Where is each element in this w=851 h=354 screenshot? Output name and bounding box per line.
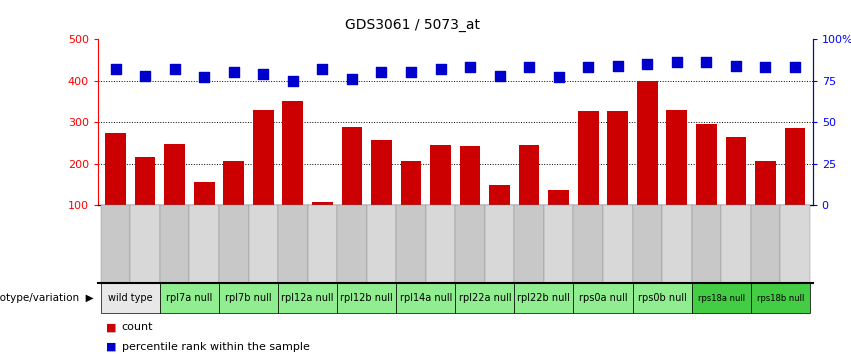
Bar [430,145,451,205]
Point [374,69,388,75]
Bar [371,141,391,205]
Bar [312,202,333,205]
Bar [785,127,805,205]
Point [286,78,300,83]
Text: rpl7b null: rpl7b null [226,293,271,303]
Text: rpl7a null: rpl7a null [166,293,213,303]
Point [551,74,565,80]
Point [493,73,506,78]
Point [227,69,241,75]
Bar [666,110,687,205]
Point [256,71,270,77]
Bar [194,182,214,205]
Text: rpl12b null: rpl12b null [340,293,393,303]
Bar [460,146,481,205]
Point [109,66,123,72]
Point [758,64,772,70]
Point [581,64,595,70]
Point [670,59,683,65]
Point [463,64,477,70]
Bar [578,111,598,205]
Bar [401,161,421,205]
Text: rpl22b null: rpl22b null [517,293,570,303]
Text: rps0a null: rps0a null [579,293,627,303]
Bar [164,144,185,205]
Text: rps18a null: rps18a null [698,294,745,303]
Point [523,64,536,70]
Bar [519,144,540,205]
Bar [341,127,363,205]
Bar [253,110,274,205]
Text: rpl12a null: rpl12a null [282,293,334,303]
Bar [489,185,510,205]
Text: genotype/variation  ▶: genotype/variation ▶ [0,293,94,303]
Bar [283,101,303,205]
Bar [696,124,717,205]
Bar [726,137,746,205]
Text: ■: ■ [106,342,117,352]
Bar [608,111,628,205]
Bar [106,132,126,205]
Point [197,74,211,80]
Text: rps0b null: rps0b null [637,293,687,303]
Point [641,61,654,67]
Bar [637,80,658,205]
Text: GDS3061 / 5073_at: GDS3061 / 5073_at [346,18,480,32]
Text: percentile rank within the sample: percentile rank within the sample [122,342,310,352]
Point [139,73,152,78]
Text: wild type: wild type [108,293,152,303]
Text: rpl22a null: rpl22a null [459,293,511,303]
Point [346,76,359,82]
Bar [755,161,776,205]
Point [404,69,418,75]
Bar [224,161,244,205]
Bar [548,189,569,205]
Point [434,66,448,72]
Point [611,63,625,68]
Text: count: count [122,322,153,332]
Point [729,63,743,68]
Bar [134,157,156,205]
Point [168,66,181,72]
Text: rps18b null: rps18b null [757,294,804,303]
Point [788,64,802,70]
Text: ■: ■ [106,322,117,332]
Point [316,66,329,72]
Text: rpl14a null: rpl14a null [400,293,452,303]
Point [700,59,713,65]
